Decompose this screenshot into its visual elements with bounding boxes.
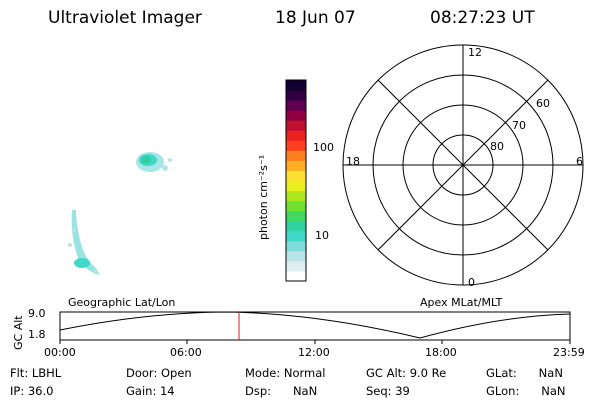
- colorbar-unit-label: photon cm⁻²s⁻¹: [257, 154, 270, 240]
- mlt-label-0: 0: [468, 276, 475, 289]
- colorbar-segment: [286, 80, 306, 91]
- polar-panel-title: Apex MLat/MLT: [420, 296, 503, 309]
- time-label: 08:27:23 UT: [430, 8, 535, 28]
- colorbar-segment: [286, 130, 306, 141]
- colorbar-segment: [286, 150, 306, 161]
- colorbar-segment: [286, 140, 306, 151]
- colorbar-segment: [286, 180, 306, 192]
- colorbar-segment: [286, 220, 306, 232]
- status-mode: Mode: Normal: [245, 366, 326, 380]
- status-seq: Seq: 39: [366, 384, 410, 398]
- colorbar-segment: [286, 90, 306, 101]
- xtick-0600: 06:00: [170, 346, 202, 359]
- colorbar-segment: [286, 270, 306, 282]
- xtick-0000: 00:00: [44, 346, 76, 359]
- colorbar: [286, 80, 306, 282]
- colorbar-segment: [286, 250, 306, 262]
- geo-panel-title: Geographic Lat/Lon: [68, 296, 176, 309]
- polar-plot: [342, 44, 584, 286]
- colorbar-segment: [286, 230, 306, 242]
- lat-label-60: 60: [536, 97, 550, 110]
- xtick-2359: 23:59: [553, 346, 585, 359]
- colorbar-tick-100: 100: [313, 141, 334, 154]
- altitude-xticks: [59, 340, 571, 344]
- colorbar-frame: [285, 79, 307, 282]
- colorbar-segment: [286, 170, 306, 181]
- colorbar-segment: [286, 240, 306, 252]
- altitude-curve: [59, 311, 571, 339]
- status-glon: GLon: NaN: [486, 384, 566, 398]
- altitude-ytick-1.8: 1.8: [28, 328, 46, 341]
- xtick-1800: 18:00: [425, 346, 457, 359]
- mlt-label-6: 6: [576, 155, 583, 168]
- instrument-title: Ultraviolet Imager: [48, 8, 202, 28]
- status-dsp: Dsp: NaN: [245, 384, 318, 398]
- xtick-1200: 12:00: [298, 346, 330, 359]
- lat-label-80: 80: [490, 140, 504, 153]
- status-flt: Flt: LBHL: [10, 366, 62, 380]
- colorbar-segment: [286, 160, 306, 171]
- status-glat: GLat: NaN: [486, 366, 563, 380]
- colorbar-segment: [286, 120, 306, 131]
- colorbar-segment: [286, 200, 306, 212]
- status-door: Door: Open: [126, 366, 192, 380]
- colorbar-segment: [286, 260, 306, 272]
- aurora-image: [68, 152, 172, 275]
- colorbar-tick-10: 10: [315, 229, 329, 242]
- altitude-ytick-9: 9.0: [28, 307, 46, 320]
- colorbar-segment: [286, 100, 306, 111]
- altitude-frame: [59, 311, 571, 341]
- lat-label-70: 70: [512, 119, 526, 132]
- altitude-ylabel: GC Alt: [12, 315, 25, 350]
- date-label: 18 Jun 07: [275, 8, 356, 28]
- colorbar-segment: [286, 210, 306, 222]
- status-ip: IP: 36.0: [10, 384, 54, 398]
- colorbar-segment: [286, 110, 306, 121]
- mlt-label-12: 12: [468, 46, 482, 59]
- status-gain: Gain: 14: [126, 384, 175, 398]
- status-gc-alt: GC Alt: 9.0 Re: [366, 366, 447, 380]
- colorbar-segment: [286, 190, 306, 202]
- mlt-label-18: 18: [346, 155, 360, 168]
